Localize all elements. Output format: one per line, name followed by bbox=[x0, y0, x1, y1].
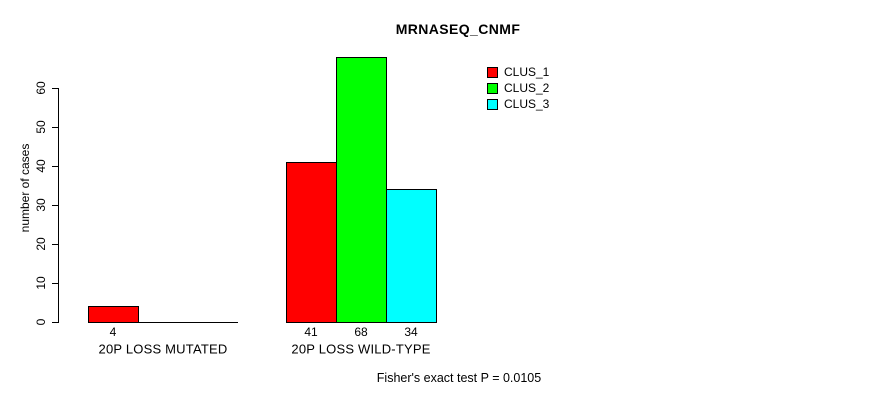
bar-value-label: 68 bbox=[354, 325, 368, 339]
y-axis-line bbox=[58, 88, 59, 323]
y-tick-label: 50 bbox=[34, 120, 48, 134]
legend-label: CLUS_2 bbox=[504, 81, 550, 95]
bar-clus_3 bbox=[386, 189, 437, 323]
y-axis-tick bbox=[52, 322, 58, 323]
legend-swatch-clus_3 bbox=[487, 98, 498, 110]
legend-item: CLUS_3 bbox=[487, 97, 549, 111]
x-category-label: 20P LOSS WILD-TYPE bbox=[291, 341, 431, 357]
bar-clus_2 bbox=[336, 57, 387, 323]
y-tick-label: 30 bbox=[34, 198, 48, 212]
y-axis-tick bbox=[52, 205, 58, 206]
bar-value-label: 34 bbox=[404, 325, 418, 339]
y-tick-label: 20 bbox=[34, 237, 48, 251]
chart-title: MRNASEQ_CNMF bbox=[395, 21, 521, 37]
y-tick-label: 60 bbox=[34, 81, 48, 95]
legend-item: CLUS_1 bbox=[487, 65, 549, 79]
y-axis-tick bbox=[52, 244, 58, 245]
legend-item: CLUS_2 bbox=[487, 81, 549, 95]
legend-swatch-clus_2 bbox=[487, 82, 498, 94]
annotation-fisher-test: Fisher's exact test P = 0.0105 bbox=[376, 371, 542, 385]
legend: CLUS_1 CLUS_2 CLUS_3 bbox=[487, 65, 549, 111]
y-axis-tick bbox=[52, 166, 58, 167]
y-axis-tick bbox=[52, 88, 58, 89]
x-category-label: 20P LOSS MUTATED bbox=[98, 341, 228, 357]
bar-clus_1 bbox=[88, 306, 139, 323]
legend-label: CLUS_1 bbox=[504, 65, 550, 79]
bar-value-label: 4 bbox=[109, 325, 117, 339]
y-tick-label: 0 bbox=[34, 318, 48, 326]
legend-swatch-clus_1 bbox=[487, 66, 498, 78]
legend-label: CLUS_3 bbox=[504, 97, 550, 111]
bar-value-label: 41 bbox=[304, 325, 318, 339]
y-axis-tick bbox=[52, 127, 58, 128]
y-axis-tick bbox=[52, 283, 58, 284]
y-tick-label: 40 bbox=[34, 159, 48, 173]
y-tick-label: 10 bbox=[34, 276, 48, 290]
x-baseline bbox=[88, 322, 238, 323]
bar-clus_1 bbox=[286, 162, 337, 323]
